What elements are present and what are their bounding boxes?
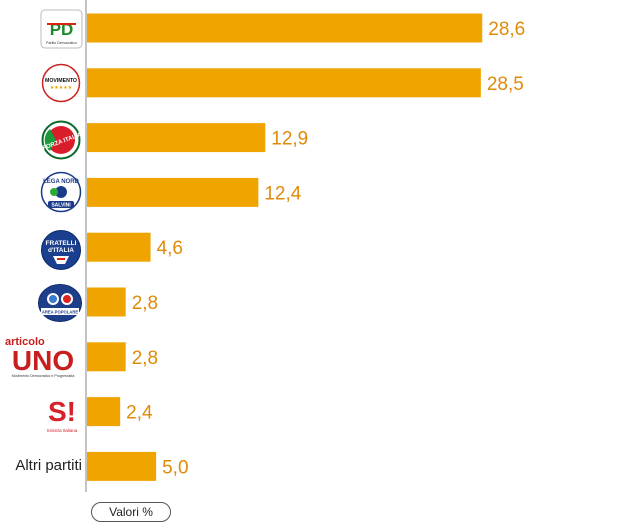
value-label-2: 12,9: [271, 129, 308, 150]
logo-lega-bottom: SALVINI: [51, 203, 71, 209]
bar-0: [87, 13, 483, 43]
value-label-5: 2,8: [132, 293, 158, 314]
logo-ap-caption: AREA POPOLARE: [42, 310, 79, 315]
logo-m5s-mark: MOVIMENTO: [45, 78, 77, 84]
logo-lega: LEGA NORD SALVINI: [40, 171, 82, 213]
logo-si-mark: S!: [48, 396, 76, 427]
value-label-7: 2,4: [126, 403, 153, 424]
bar-2: [87, 123, 266, 153]
bars-group: [87, 13, 483, 481]
logo-si: S! Sinistra Italiana: [42, 388, 82, 438]
logo-m5s-stars: ★★★★★: [50, 85, 73, 91]
value-label-0: 28,6: [488, 19, 525, 40]
value-label-8: 5,0: [162, 457, 188, 478]
logo-art1-top: articolo: [5, 336, 45, 348]
logo-fdi: FRATELLI d'ITALIA: [41, 230, 81, 270]
logo-pd: PD Partito Democratico: [40, 9, 83, 49]
legend-pill: Valori %: [91, 502, 171, 522]
bar-8: [87, 451, 157, 481]
logo-fdi-line1: FRATELLI: [46, 240, 77, 247]
bar-6: [87, 342, 126, 372]
logo-articolo-uno: articolo UNO Movimento Democratico e Pro…: [3, 334, 82, 380]
value-label-6: 2,8: [132, 348, 158, 369]
bar-7: [87, 397, 121, 427]
bar-3: [87, 177, 259, 207]
logo-art1-mark: UNO: [12, 345, 74, 376]
logo-ap: AREA POPOLARE: [38, 284, 82, 322]
value-label-4: 4,6: [157, 238, 183, 259]
logo-lega-top: LEGA NORD: [43, 179, 79, 185]
value-label-3: 12,4: [264, 183, 301, 204]
bar-5: [87, 287, 126, 317]
logo-pd-mark: PD: [50, 20, 74, 39]
value-labels-group: 28,6 28,5 12,9 12,4 4,6 2,8 2,8 2,4 5,0: [126, 19, 525, 478]
logo-fi: FORZA ITALIA: [41, 120, 83, 160]
bar-1: [87, 68, 481, 98]
logo-pd-caption: Partito Democratico: [46, 41, 77, 45]
logo-fdi-line2: d'ITALIA: [48, 247, 74, 254]
category-label-altri-partiti: Altri partiti: [15, 457, 82, 474]
value-label-1: 28,5: [487, 74, 524, 95]
logo-m5s: MOVIMENTO ★★★★★: [41, 63, 81, 103]
logo-si-caption: Sinistra Italiana: [47, 428, 78, 433]
logo-art1-caption: Movimento Democratico e Progressista: [12, 374, 75, 378]
bar-4: [87, 232, 151, 262]
